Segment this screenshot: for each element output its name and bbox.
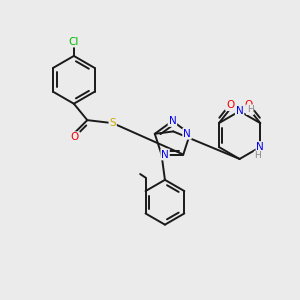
Text: O: O	[70, 132, 79, 142]
Text: S: S	[110, 118, 116, 128]
Text: O: O	[245, 100, 253, 110]
Text: O: O	[226, 100, 234, 110]
Text: N: N	[161, 149, 169, 160]
Text: N: N	[236, 106, 244, 116]
Text: H: H	[247, 105, 254, 114]
Text: H: H	[254, 152, 261, 160]
Text: N: N	[169, 116, 176, 126]
Text: Cl: Cl	[69, 37, 79, 46]
Text: N: N	[183, 129, 191, 139]
Text: N: N	[256, 142, 264, 152]
